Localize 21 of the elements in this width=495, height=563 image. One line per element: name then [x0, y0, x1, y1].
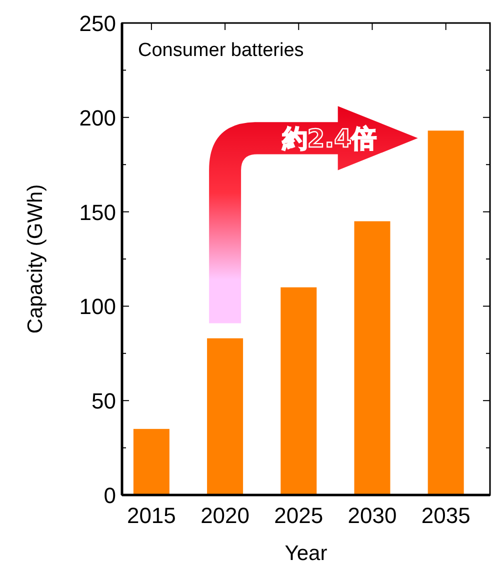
x-axis-title: Year [284, 542, 328, 563]
y-tick-label: 100 [79, 294, 116, 320]
y-tick-label: 50 [92, 388, 116, 414]
annotation: 約2.4倍 [281, 124, 377, 154]
x-tick-label: 2025 [274, 503, 324, 528]
text: Consumer batteries [138, 40, 304, 61]
bar [354, 221, 390, 495]
x-tick-label: 2020 [200, 503, 250, 528]
y-axis-title: Capacity (GWh) [24, 184, 47, 334]
y-tick-label: 0 [104, 483, 116, 508]
bar [280, 287, 317, 495]
x-tick-label: 2035 [421, 503, 470, 528]
arrow: 約2.4倍 [209, 106, 418, 324]
x-tick-label: 2030 [348, 503, 397, 528]
x-tick-label: 2015 [126, 503, 176, 528]
y-tick-label: 150 [79, 200, 116, 225]
bar [207, 338, 244, 495]
y-tick-label: 250 [79, 11, 116, 36]
y-tick-label: 200 [79, 105, 116, 130]
bar [133, 428, 170, 495]
bar [428, 130, 464, 495]
